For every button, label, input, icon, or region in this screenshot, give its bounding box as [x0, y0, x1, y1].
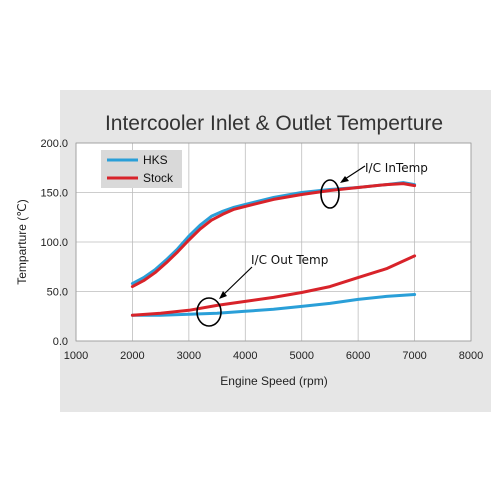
x-tick-label: 1000	[64, 350, 88, 362]
series-line-stock-inlet	[130, 182, 417, 289]
x-tick-label: 2000	[120, 350, 144, 362]
legend-box	[101, 150, 182, 188]
legend-label-hks: HKS	[143, 153, 168, 167]
y-tick-label: 100.0	[40, 237, 68, 249]
y-axis-title: Temparture (℃)	[15, 199, 29, 285]
plot-border	[75, 142, 472, 342]
annotation-inlet-temp: I/C InTemp	[320, 161, 428, 209]
annotation-label-inlet: I/C InTemp	[365, 161, 428, 175]
annotation-arrowhead-outlet	[219, 291, 227, 299]
y-tick-label: 200.0	[40, 138, 68, 150]
annotation-outlet-temp: I/C Out Temp	[196, 253, 328, 327]
y-tick-label: 50.0	[47, 287, 68, 299]
annotation-circle-outlet	[196, 297, 222, 327]
series-line-stock-outlet	[130, 254, 417, 317]
annotation-circle-inlet	[320, 179, 340, 209]
legend-label-stock: Stock	[143, 171, 174, 185]
x-tick-label: 4000	[233, 350, 257, 362]
y-tick-label: 150.0	[40, 188, 68, 200]
series-lines	[130, 181, 417, 317]
annotation-arrow-outlet	[220, 266, 253, 298]
x-tick-label: 8000	[459, 350, 483, 362]
x-axis-title: Engine Speed (rpm)	[220, 374, 327, 388]
x-tick-label: 7000	[402, 350, 426, 362]
x-tick-label: 3000	[177, 350, 201, 362]
annotation-arrowhead-inlet	[340, 176, 349, 183]
y-axis-ticks: 0.0 50.0 100.0 150.0 200.0	[40, 138, 68, 348]
x-axis-ticks: 1000 2000 3000 4000 5000 6000 7000 8000	[64, 350, 483, 362]
x-tick-label: 6000	[346, 350, 370, 362]
series-line-hks-outlet	[130, 293, 417, 317]
legend: HKS Stock	[101, 150, 182, 188]
annotation-label-outlet: I/C Out Temp	[251, 253, 328, 267]
x-tick-label: 5000	[289, 350, 313, 362]
y-tick-label: 0.0	[53, 336, 68, 348]
chart-title: Intercooler Inlet & Outlet Temperture	[105, 112, 443, 135]
